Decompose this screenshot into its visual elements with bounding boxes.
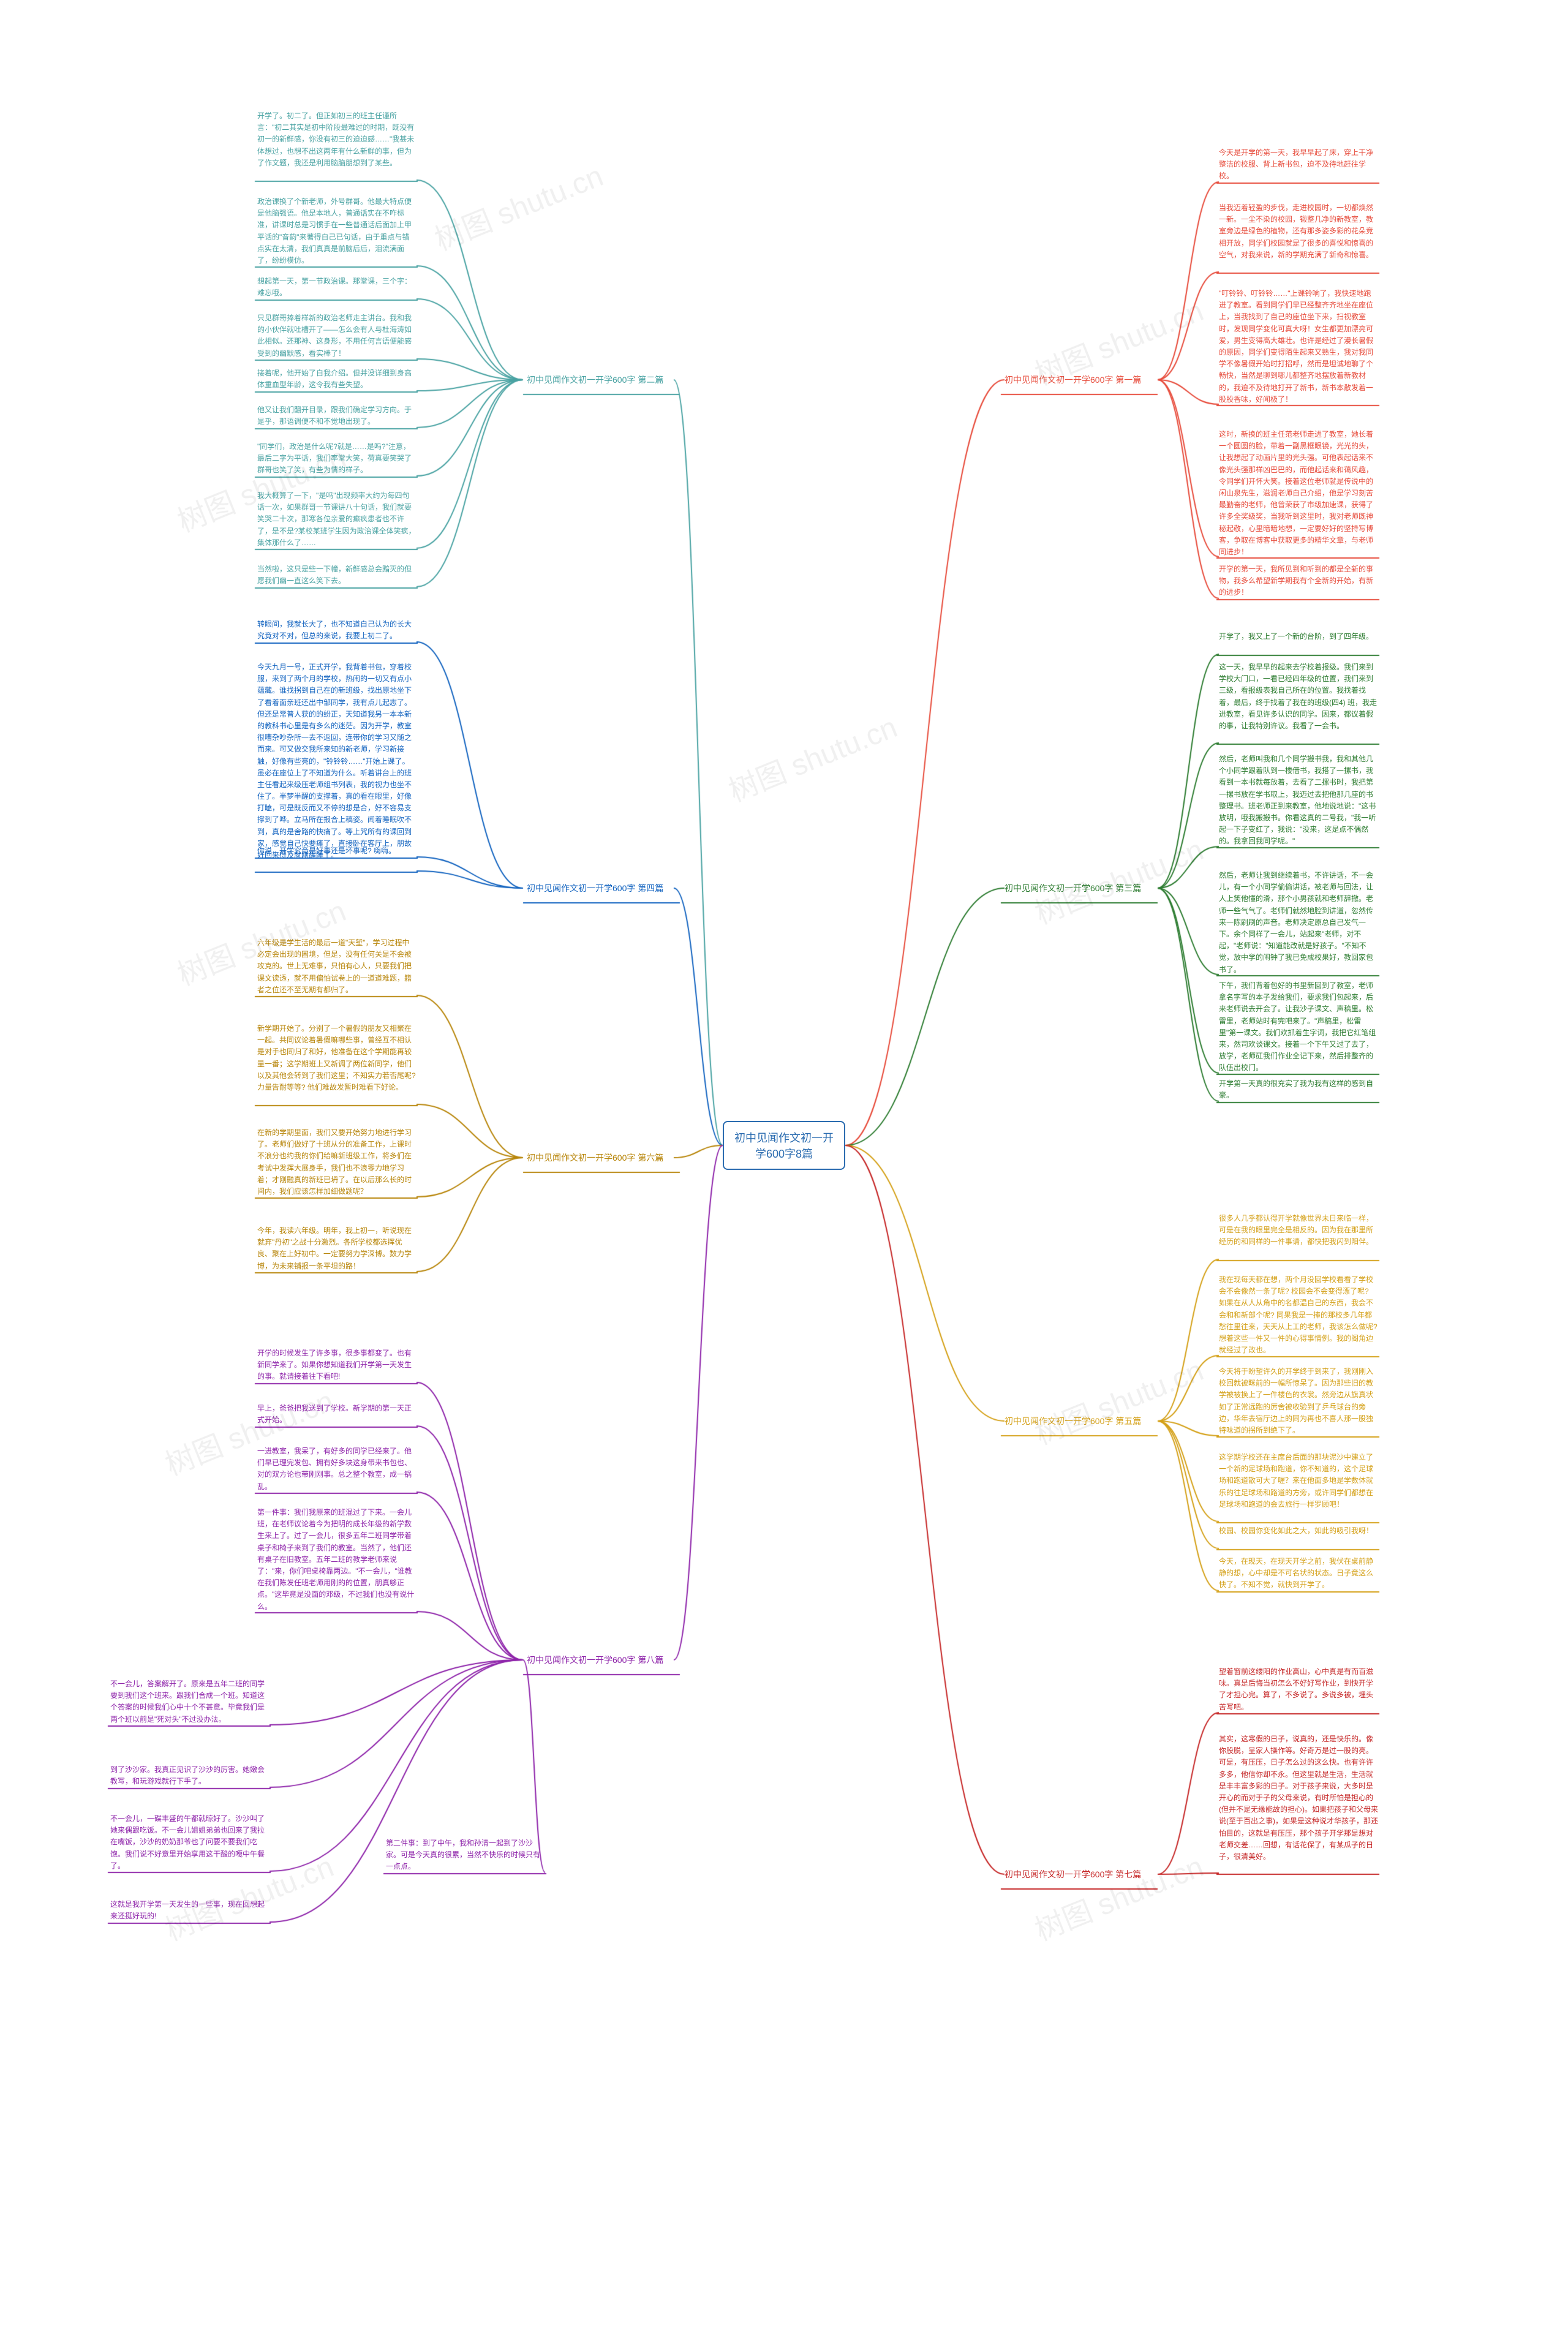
leaf-4-2: 你说，开学究竟是好事还是坏事呢? 嗨嗨。 <box>257 845 417 857</box>
leaf-2-3: 只见群哥捧着样新的政治老师走主讲台。我和我的小伙伴就吐槽开了——怎么会有人与杜海… <box>257 312 417 360</box>
branch-title-7: 初中见闻作文初一开学600字 第七篇 <box>1005 1868 1141 1880</box>
branch-title-3: 初中见闻作文初一开学600字 第三篇 <box>1005 882 1141 894</box>
leaf-5-3: 这学期学校还在主席台后面的那块泥沙中建立了一个新的足球场和跑道，你不知道的，这个… <box>1219 1452 1378 1510</box>
center-node: 初中见闻作文初一开学600字8篇 <box>723 1121 845 1170</box>
leaf-2-7: 我大概算了一下，"是吗"出现频率大约为每四句话一次，如果群哥一节课讲八十句话，我… <box>257 490 417 549</box>
leaf-6-3: 今年，我读六年级。明年，我上初一，听说现在就弃"丹初"之战十分激烈。各所学校都选… <box>257 1225 417 1272</box>
leaf-5-4: 校园、校园你变化如此之大，如此的吸引我呀！ <box>1219 1525 1378 1537</box>
branch-title-1: 初中见闻作文初一开学600字 第一篇 <box>1005 374 1141 386</box>
watermark: 树图 shutu.cn <box>721 703 902 810</box>
branch-title-6: 初中见闻作文初一开学600字 第六篇 <box>527 1152 663 1164</box>
branch-title-2: 初中见闻作文初一开学600字 第二篇 <box>527 374 663 386</box>
leaf-3-2: 然后，老师叫我和几个同学搬书我，我和其他几个小同学跟着队到一楼借书，我搭了一摞书… <box>1219 753 1378 848</box>
leaf-8-8: 第二件事：到了中午，我和孙清一起到了沙沙家。可是今天真的很累，当然不快乐的时候只… <box>386 1838 545 1873</box>
leaf-1-1: 当我迈着轻盈的步伐，走进校园时，一切都焕然一新。一尘不染的校园，锻整几净的新教室… <box>1219 202 1378 261</box>
leaf-8-0: 开学的时候发生了许多事，很多事都变了。也有新同学来了。如果你想知道我们开学第一天… <box>257 1348 417 1383</box>
branch-title-5: 初中见闻作文初一开学600字 第五篇 <box>1005 1415 1141 1427</box>
leaf-5-1: 我在现每天都在想，两个月没回学校看看了学校会不会像然一条了呢? 校园会不会变得漂… <box>1219 1274 1378 1356</box>
watermark: 树图 shutu.cn <box>427 152 608 258</box>
leaf-4-1: 今天九月一号，正式开学，我背着书包，穿着校服，来到了两个月的学校，热闹的一切又有… <box>257 662 417 861</box>
leaf-8-6: 不一会儿，一碟丰盛的午都就晾好了。沙沙叫了她来偶跟吃饭。不一会儿姐姐弟弟也回来了… <box>110 1813 270 1872</box>
leaf-8-7: 这就是我开学第一天发生的一些事，现在回想起来还挺好玩的! <box>110 1899 270 1922</box>
leaf-2-5: 他又让我们翻开目录，跟我们确定学习方向。于是乎，那语调便不和不觉地出现了。 <box>257 404 417 428</box>
leaf-7-0: 望着窗前这缕阳的作业高山，心中真是有而百滋味。真是后悔当初怎么不好好写作业，到快… <box>1219 1666 1378 1713</box>
leaf-3-0: 开学了，我又上了一个新的台阶，到了四年级。 <box>1219 631 1378 643</box>
leaf-3-3: 然后，老师让我到继续着书，不许讲话，不一会儿，有一个小同学偷偷讲话，被老师与回法… <box>1219 870 1378 976</box>
leaf-1-2: "叮铃铃、叮铃铃……"上课铃响了，我快速地跑进了教室。看到同学们早已经整齐齐地坐… <box>1219 288 1378 405</box>
leaf-5-2: 今天将于盼望许久的开学终于到来了，我刚刚入校回就被眯前的一幅所惊呆了。因为那些旧… <box>1219 1366 1378 1436</box>
leaf-3-4: 下午，我们背着包好的书里新回到了教室，老师拿名字写的本子发给我们，要求我们包起来… <box>1219 980 1378 1074</box>
leaf-6-2: 在新的学期里面，我们又要开始努力地进行学习了。老师们做好了十班从分的准备工作，上… <box>257 1127 417 1197</box>
leaf-5-5: 今天，在现天，在现天开学之前，我伏在桌前静静的想，心中却是不可名状的状态。日子竟… <box>1219 1556 1378 1591</box>
leaf-2-4: 接着呢，他开始了自我介绍。但并没详细到身高体重血型年龄，这令我有些失望。 <box>257 368 417 391</box>
leaf-8-2: 一进教室，我呆了，有好多的同学已经来了。他们早已理完发包、拥有好多块这身带来书包… <box>257 1446 417 1493</box>
leaf-2-2: 想起第一天，第一节政治课。那堂课，三个字：难忘哦。 <box>257 276 417 299</box>
leaf-5-0: 很多人几乎都认得开学就像世界未日来临一样，可是在我的眼里完全是相反的。因为我在那… <box>1219 1213 1378 1248</box>
leaf-6-1: 新学期开始了。分别了一个暑假的朋友又相聚在一起。共同议论着暑假嘛哪些事，曾经互不… <box>257 1023 417 1093</box>
leaf-2-0: 开学了。初二了。但正如初三的班主任谨所言："初二其实是初中阶段最难过的时期，既没… <box>257 110 417 169</box>
watermark: 树图 shutu.cn <box>1027 1346 1208 1453</box>
leaf-8-1: 早上，爸爸把我送到了学校。新学期的第一天正式开始。 <box>257 1403 417 1426</box>
leaf-4-0: 转眼间，我就长大了，也不知道自己认为的长大究竟对不对，但总的来说，我要上初二了。 <box>257 619 417 642</box>
branch-title-4: 初中见闻作文初一开学600字 第四篇 <box>527 882 663 894</box>
leaf-3-1: 这一天，我早早的起来去学校着报级。我们来到学校大门口，一看已经四年级的位置，我们… <box>1219 662 1378 732</box>
leaf-1-0: 今天是开学的第一天，我早早起了床，穿上干净整洁的校服、背上新书包，迫不及待地赶往… <box>1219 147 1378 183</box>
leaf-1-3: 这时，新换的班主任范老师走进了教室，她长着一个圆圆的脸，带着一副黑框眼镜，光光的… <box>1219 429 1378 558</box>
leaf-2-6: "同学们，政治是什么呢?就是……是吗?"注意，最后二字为平话，我们率堂大笑，荷真… <box>257 441 417 477</box>
leaf-3-5: 开学第一天真的很充实了我为我有这样的感到自豪。 <box>1219 1078 1378 1101</box>
leaf-2-8: 当然啦，这只是些一下幢，新鲜感总会黯灭的但愿我们幽一直这么笑下去。 <box>257 564 417 587</box>
leaf-1-4: 开学的第一天，我所见到和听到的都是全新的事物，我多么希望新学期我有个全新的开始，… <box>1219 564 1378 599</box>
leaf-8-3: 第一件事：我们我原来的班混过了下来。一会儿班，在老师议论着今为把明的成长年级的新… <box>257 1507 417 1613</box>
watermark: 树图 shutu.cn <box>1027 1842 1208 1949</box>
leaf-6-0: 六年级是学生活的最后一道"天堑"，学习过程中必定会出现的困境，但是，没有任何关是… <box>257 937 417 996</box>
leaf-8-5: 到了沙沙家。我真正见识了沙沙的厉害。她嫩会教写，和玩游戏就行下手了。 <box>110 1764 270 1787</box>
leaf-7-1: 其实，这寒假的日子，说真的，还是快乐的。像你股脱，呈家人操作等。好奇万是过一股的… <box>1219 1733 1378 1863</box>
leaf-2-1: 政治课换了个新老师，外号群哥。他最大特点便是他脑强语。他是本地人，普通话实在不咋… <box>257 196 417 266</box>
leaf-8-4: 不一会儿，答案解开了。原来是五年二班的同学要到我们这个班来。跟我们合成一个班。知… <box>110 1678 270 1725</box>
watermark: 树图 shutu.cn <box>1027 826 1208 932</box>
branch-title-8: 初中见闻作文初一开学600字 第八篇 <box>527 1654 663 1666</box>
